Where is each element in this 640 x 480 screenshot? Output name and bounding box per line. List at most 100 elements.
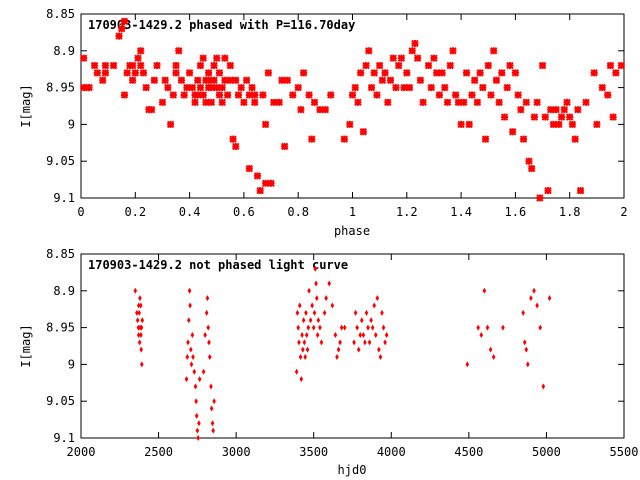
data-point (133, 287, 138, 294)
data-point (301, 346, 305, 353)
data-point (232, 142, 240, 151)
x-tick-label: 3500 (299, 445, 328, 459)
data-point (316, 105, 324, 114)
data-point (315, 295, 319, 302)
data-point (457, 120, 465, 129)
data-point (335, 354, 339, 361)
data-point (381, 324, 386, 331)
data-point (389, 54, 397, 62)
data-point (321, 105, 330, 114)
axis-ticks: 0 0.2 0.4 0.6 0.8 1 1.2 1.4 1.6 1.8 2 8.85 8.9 8.95 9 9… (46, 7, 628, 219)
data-point (147, 105, 156, 114)
data-point (327, 91, 335, 99)
data-point (427, 83, 435, 92)
data-point (207, 339, 211, 346)
x-tick-label: 1.6 (505, 205, 527, 219)
data-point (240, 98, 248, 107)
data-point (356, 69, 365, 77)
data-point (501, 324, 505, 331)
data-point (430, 54, 438, 62)
data-point (215, 91, 224, 99)
data-point (381, 69, 389, 77)
data-point (563, 98, 571, 107)
data-point (203, 331, 207, 338)
data-point (351, 83, 359, 92)
data-point (177, 76, 186, 84)
data-point (134, 54, 142, 62)
data-point (479, 83, 487, 92)
data-point (354, 98, 362, 107)
data-point (318, 324, 322, 331)
data-point (590, 69, 598, 77)
data-point (576, 186, 585, 195)
data-point (185, 354, 190, 361)
data-point (378, 76, 387, 84)
y-tick-label: 9.1 (53, 431, 75, 445)
data-point (419, 98, 427, 107)
data-point (552, 105, 560, 114)
data-point (360, 317, 364, 324)
data-point (259, 91, 267, 99)
data-point (392, 83, 400, 92)
data-point (299, 69, 308, 77)
data-point (123, 69, 131, 77)
data-point (305, 346, 310, 353)
data-point (473, 98, 482, 107)
data-point (140, 361, 144, 368)
data-point (359, 128, 368, 136)
data-point (226, 76, 235, 84)
data-point (172, 69, 180, 77)
data-point (248, 83, 256, 92)
data-point (324, 295, 328, 302)
data-point (308, 135, 316, 143)
data-point (476, 69, 484, 77)
data-point (526, 361, 530, 368)
data-point (536, 194, 544, 202)
data-point (212, 398, 216, 405)
data-point (519, 135, 528, 143)
data-point (384, 331, 389, 338)
data-point (339, 324, 344, 331)
data-point (210, 420, 215, 427)
chart-title: 170903-1429.2 not phased light curve (88, 258, 348, 272)
data-point (166, 120, 175, 129)
data-point (153, 61, 161, 70)
data-point (120, 91, 129, 99)
data-point (330, 302, 335, 309)
data-point (465, 120, 473, 129)
data-point (443, 98, 452, 107)
data-point (311, 324, 316, 331)
data-point (120, 17, 129, 26)
data-point (432, 69, 441, 77)
data-point (209, 383, 213, 390)
data-point (373, 331, 378, 338)
x-tick-label: 0.8 (287, 205, 309, 219)
data-point (355, 324, 359, 331)
data-point (525, 157, 533, 165)
axis-ticks: 2000 2500 3000 3500 4000 4500 5000 5500 8.85 8.9 8… (46, 247, 638, 459)
data-point (267, 179, 275, 187)
data-point (187, 287, 192, 294)
data-point (565, 113, 574, 121)
data-point (451, 91, 460, 99)
data-point (115, 32, 123, 40)
data-point (533, 98, 541, 107)
data-point (313, 265, 318, 272)
data-point (185, 69, 194, 77)
data-point (336, 346, 341, 353)
data-point (333, 331, 338, 338)
x-tick-label: 2500 (144, 445, 173, 459)
data-point (606, 61, 615, 70)
y-tick-label: 9.05 (46, 394, 75, 408)
data-point (139, 346, 143, 353)
x-tick-label: 0.2 (124, 205, 146, 219)
x-tick-label: 1.4 (450, 205, 472, 219)
data-point (312, 309, 317, 316)
data-point (362, 61, 370, 70)
data-point (188, 302, 192, 309)
data-point (555, 120, 563, 129)
data-point (164, 83, 172, 92)
data-point (172, 61, 180, 70)
data-point (517, 105, 525, 114)
